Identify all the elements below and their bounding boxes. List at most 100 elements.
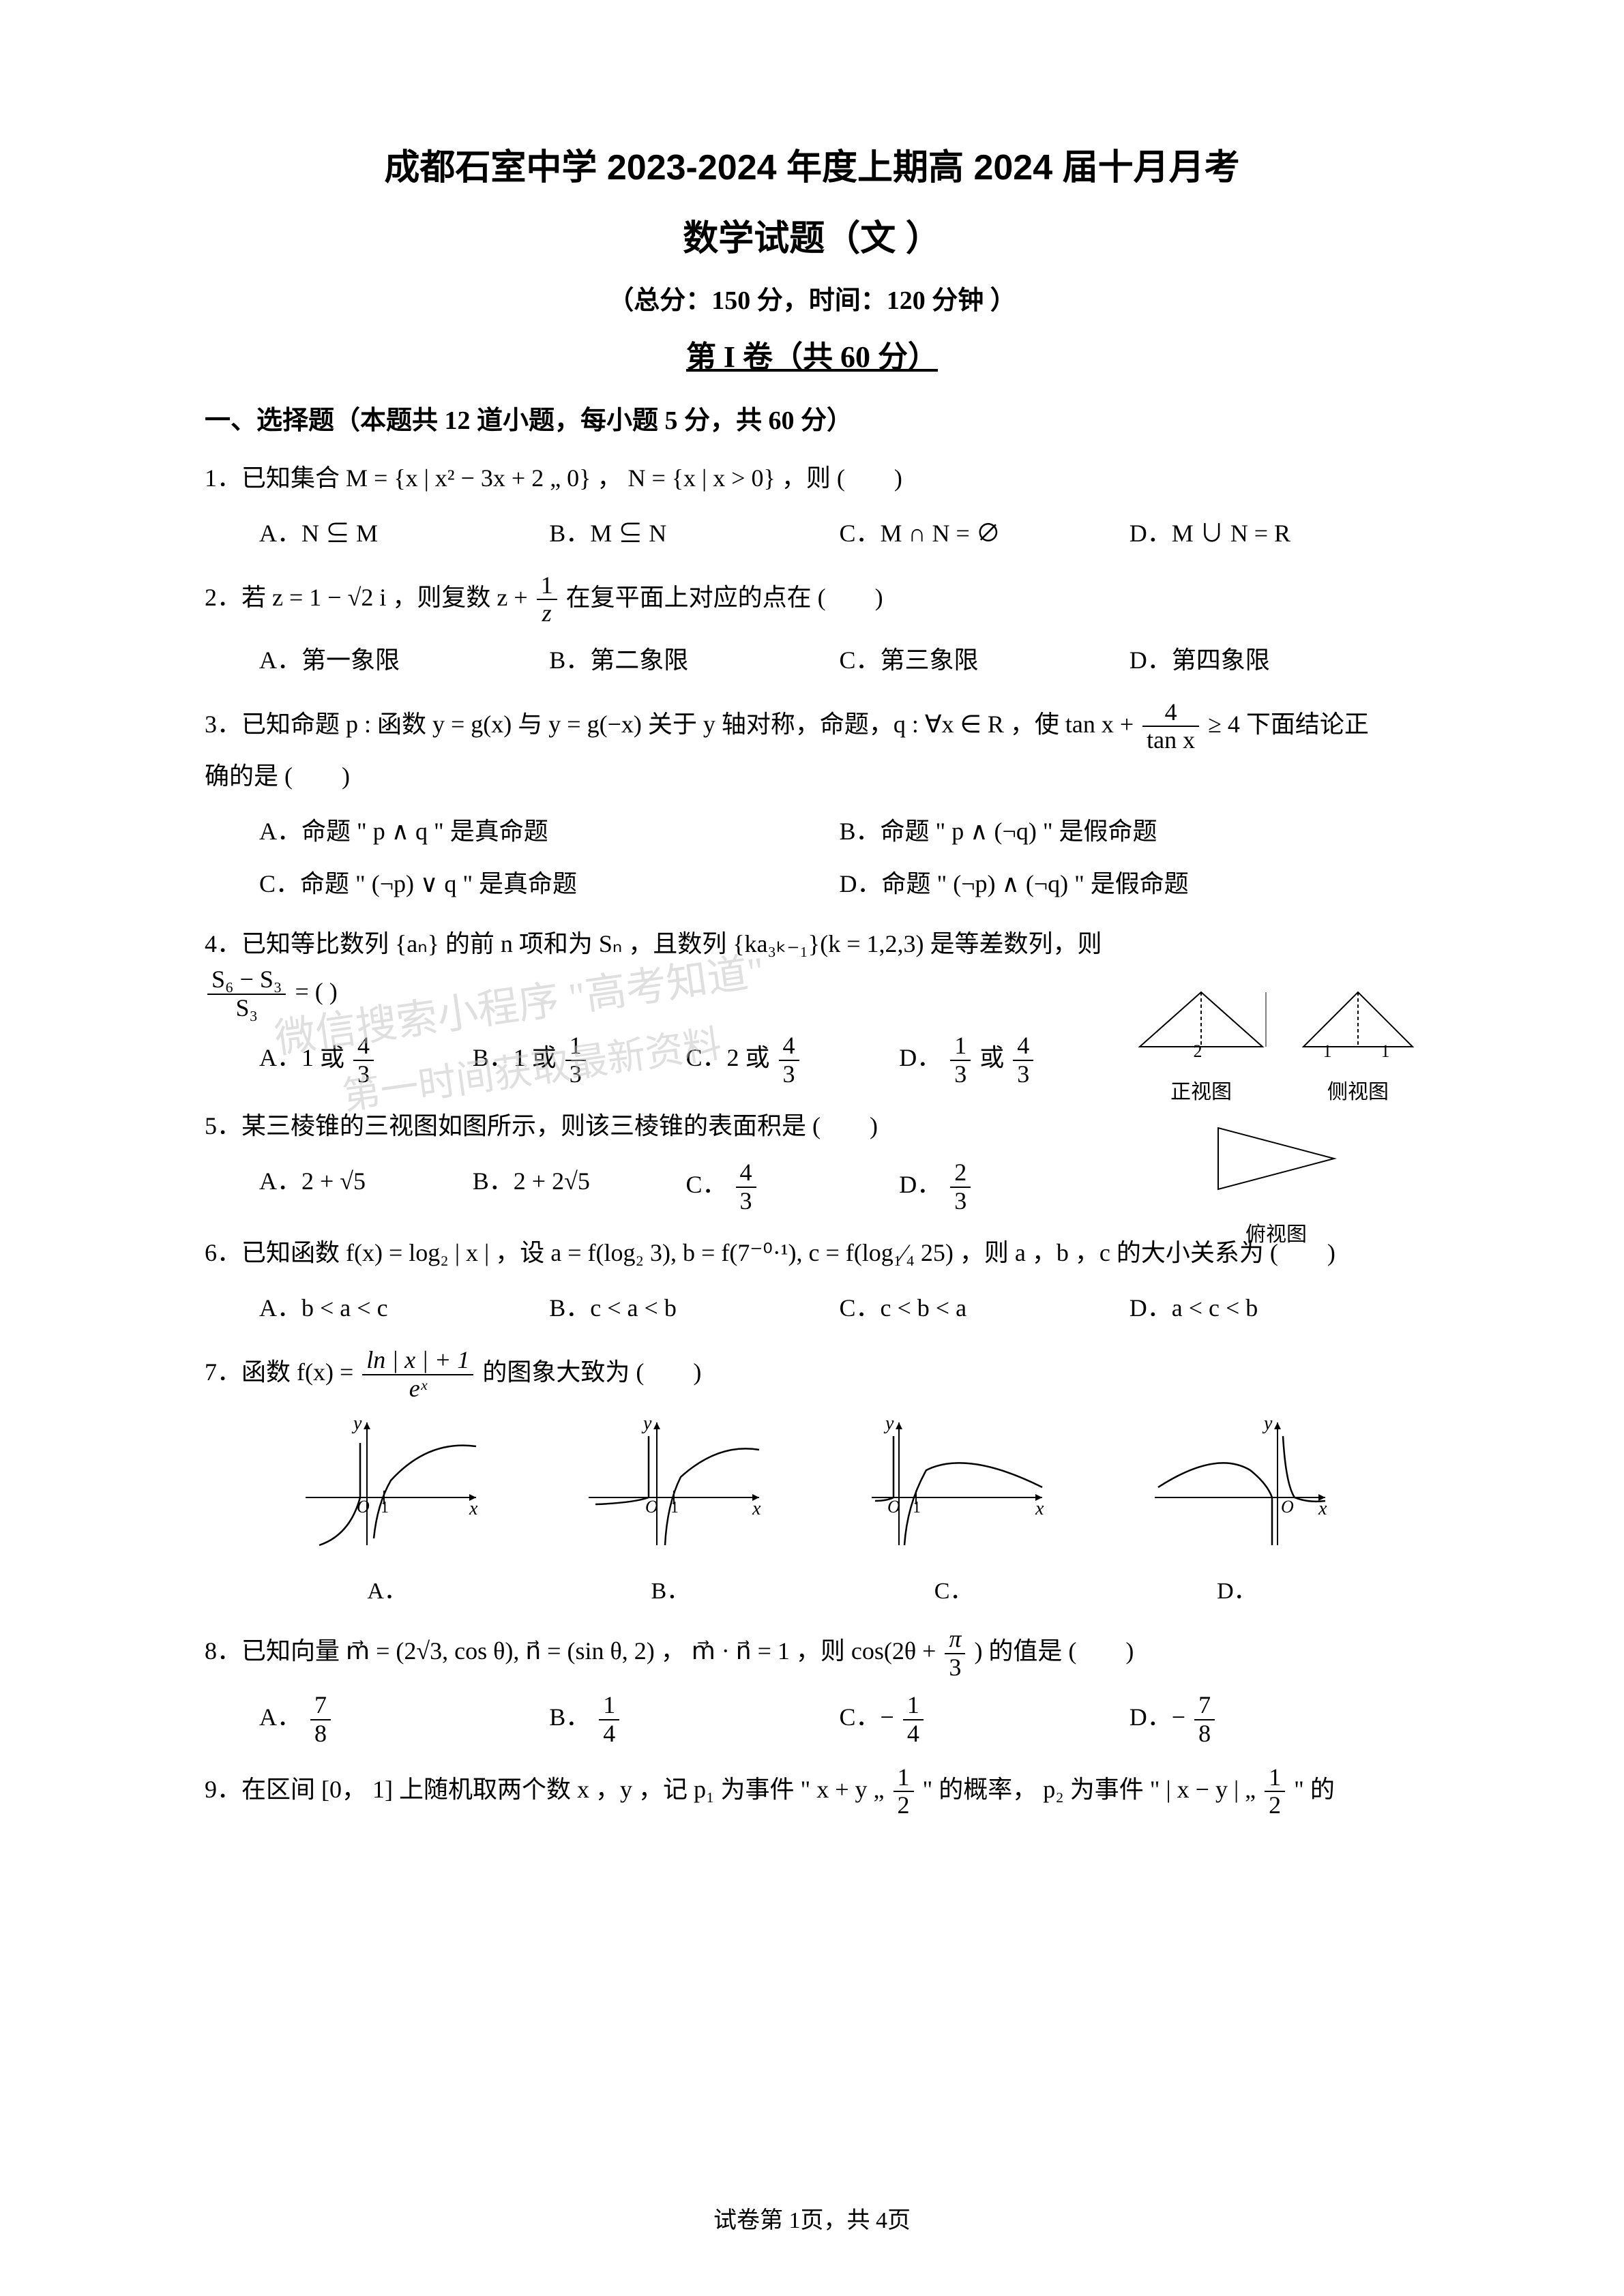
q8-d-den: 8	[1194, 1720, 1215, 1748]
q3-opt-a: A．命题 " p ∧ q " 是真命题	[259, 805, 840, 858]
section-1-heading: 一、选择题（本题共 12 道小题，每小题 5 分，共 60 分）	[205, 398, 1419, 444]
q8-d-frac: 78	[1194, 1692, 1215, 1747]
q5-d-num: 2	[950, 1159, 971, 1188]
q8-stem: 8．已知向量 m⃗ = (2√3, cos θ), n⃗ = (sin θ, 2…	[205, 1626, 1419, 1681]
q4-c-frac: 43	[779, 1032, 799, 1088]
q6-opt-c: C．c < b < a	[840, 1282, 1130, 1335]
side-dim-1a: 1	[1323, 1041, 1332, 1057]
q7-graph-d: x y O D．	[1141, 1416, 1332, 1612]
q5-options: A．2 + √5 B．2 + 2√5 C． 43 D． 23	[259, 1155, 1112, 1219]
q4-c-den: 3	[779, 1061, 799, 1088]
q3-stem-post: ≥ 4 下面结论正	[1208, 711, 1369, 738]
svg-text:y: y	[883, 1416, 894, 1434]
q4-d-text: D．	[899, 1044, 941, 1071]
q3-frac-den: tan x	[1142, 727, 1199, 754]
q8-b-num: 1	[599, 1692, 619, 1720]
q4-c-text: C．2 或	[686, 1044, 776, 1071]
page-footer: 试卷第 1页，共 4页	[0, 2200, 1624, 2241]
q8-d-pre: D．−	[1130, 1703, 1192, 1731]
q8-opt-b: B． 14	[549, 1688, 839, 1751]
q7-label-d: D．	[1141, 1570, 1332, 1612]
q4-a-text: A．1 或	[259, 1044, 351, 1071]
svg-text:O: O	[645, 1497, 658, 1517]
q2-options: A．第一象限 B．第二象限 C．第三象限 D．第四象限	[259, 634, 1419, 687]
svg-text:y: y	[1262, 1416, 1273, 1434]
q8-c-pre: C．−	[840, 1703, 900, 1731]
front-dim-1: 1	[1268, 1007, 1269, 1027]
q2-stem-pre: 2．若 z = 1 − √2 i ，则复数 z +	[205, 584, 534, 611]
q3-frac-num: 4	[1142, 699, 1199, 728]
q5-opt-c: C． 43	[686, 1155, 900, 1219]
q8-a-frac: 78	[310, 1692, 331, 1747]
question-9: 9．在区间 [0， 1] 上随机取两个数 x ，y ，记 p₁ 为事件 " x …	[205, 1764, 1419, 1819]
q3-options: A．命题 " p ∧ q " 是真命题 B．命题 " p ∧ (¬q) " 是假…	[259, 805, 1419, 910]
q4-d2-num: 4	[1013, 1032, 1033, 1061]
q4-frac: S₆ − S₃ S₃	[207, 966, 286, 1022]
q4-b-num: 1	[565, 1032, 586, 1061]
q5-c-num: 4	[736, 1159, 756, 1188]
q4-d-frac1: 13	[950, 1032, 971, 1088]
q4-opt-c: C．2 或 43	[686, 1028, 900, 1092]
part-title: 第 I 卷（共 60 分）	[205, 330, 1419, 384]
q9-frac1: 12	[894, 1764, 914, 1819]
top-view-label: 俯视图	[1133, 1217, 1419, 1253]
q8-d-num: 7	[1194, 1692, 1215, 1720]
q7-label-c: C．	[858, 1570, 1049, 1612]
q4-opt-b: B．1 或 13	[473, 1028, 686, 1092]
q1-options: A．N ⊆ M B．M ⊆ N C．M ∩ N = ∅ D．M ∪ N = R	[259, 507, 1419, 560]
top-view-svg	[1208, 1118, 1344, 1199]
q6-opt-a: A．b < a < c	[259, 1282, 549, 1335]
svg-text:y: y	[351, 1416, 362, 1434]
q8-opt-c: C．− 14	[840, 1688, 1130, 1751]
q8-stem-post: ) 的值是 ( )	[974, 1637, 1134, 1665]
q9-frac2: 12	[1265, 1764, 1285, 1819]
q4-stem-2: S₆ − S₃ S₃ = ( )	[205, 966, 1112, 1022]
q5-opt-b: B．2 + 2√5	[473, 1155, 686, 1219]
title-line-2: 数学试题（文 ）	[205, 207, 1419, 271]
q5-d-pre: D．	[899, 1171, 941, 1198]
q9-stem-post: " 的	[1294, 1775, 1335, 1802]
q8-a-num: 7	[310, 1692, 331, 1720]
q5-c-pre: C．	[686, 1171, 727, 1198]
q1-opt-c: C．M ∩ N = ∅	[840, 507, 1130, 560]
q8-a-den: 8	[310, 1720, 331, 1748]
question-7: 7．函数 f(x) = ln | x | + 1 eˣ 的图象大致为 ( ) x…	[205, 1347, 1419, 1612]
three-view-figure: 1 2 正视图 1 1 侧视图 俯视图	[1133, 982, 1419, 1253]
q4-a-frac: 43	[353, 1032, 374, 1088]
q9-stem: 9．在区间 [0， 1] 上随机取两个数 x ，y ，记 p₁ 为事件 " x …	[205, 1764, 1419, 1819]
q4-opt-d: D． 13 或 43	[899, 1028, 1112, 1092]
q6-opt-d: D．a < c < b	[1130, 1282, 1419, 1335]
q8-frac-den: 3	[945, 1654, 965, 1682]
q8-frac-num: π	[945, 1626, 965, 1654]
q3-frac: 4 tan x	[1142, 699, 1199, 754]
q4-options: A．1 或 43 B．1 或 13 C．2 或 43 D． 13 或 43	[259, 1028, 1112, 1092]
q7-frac-num: ln | x | + 1	[362, 1347, 473, 1375]
q4-a-num: 4	[353, 1032, 374, 1061]
q7-graph-a: x y O 1 A．	[292, 1416, 483, 1612]
q1-opt-a: A．N ⊆ M	[259, 507, 549, 560]
q2-opt-d: D．第四象限	[1130, 634, 1419, 687]
front-view: 1 2 正视图	[1133, 982, 1269, 1111]
q8-options: A． 78 B． 14 C．− 14 D．− 78	[259, 1688, 1419, 1751]
q4-d2-den: 3	[1013, 1061, 1033, 1088]
q2-stem: 2．若 z = 1 − √2 i ，则复数 z + 1 z 在复平面上对应的点在…	[205, 572, 1419, 627]
q2-opt-c: C．第三象限	[840, 634, 1130, 687]
q4-frac-num: S₆ − S₃	[207, 966, 286, 995]
q9-f2-num: 1	[1265, 1764, 1285, 1793]
question-3: 3．已知命题 p : 函数 y = g(x) 与 y = g(−x) 关于 y …	[205, 699, 1419, 910]
q4-b-text: B．1 或	[473, 1044, 563, 1071]
side-view-svg: 1 1	[1297, 982, 1419, 1057]
q3-opt-b: B．命题 " p ∧ (¬q) " 是假命题	[840, 805, 1420, 858]
q2-opt-a: A．第一象限	[259, 634, 549, 687]
side-view: 1 1 侧视图	[1297, 982, 1419, 1111]
q4-eq: = ( )	[295, 978, 337, 1005]
svg-text:x: x	[1035, 1498, 1044, 1519]
q3-stem-2: 确的是 ( )	[205, 754, 1419, 799]
q8-opt-a: A． 78	[259, 1688, 549, 1751]
q5-c-frac: 43	[736, 1159, 756, 1214]
q9-f2-den: 2	[1265, 1792, 1285, 1819]
q8-stem-pre: 8．已知向量 m⃗ = (2√3, cos θ), n⃗ = (sin θ, 2…	[205, 1637, 942, 1665]
q8-b-frac: 14	[599, 1692, 619, 1747]
q8-opt-d: D．− 78	[1130, 1688, 1419, 1751]
question-8: 8．已知向量 m⃗ = (2√3, cos θ), n⃗ = (sin θ, 2…	[205, 1626, 1419, 1751]
